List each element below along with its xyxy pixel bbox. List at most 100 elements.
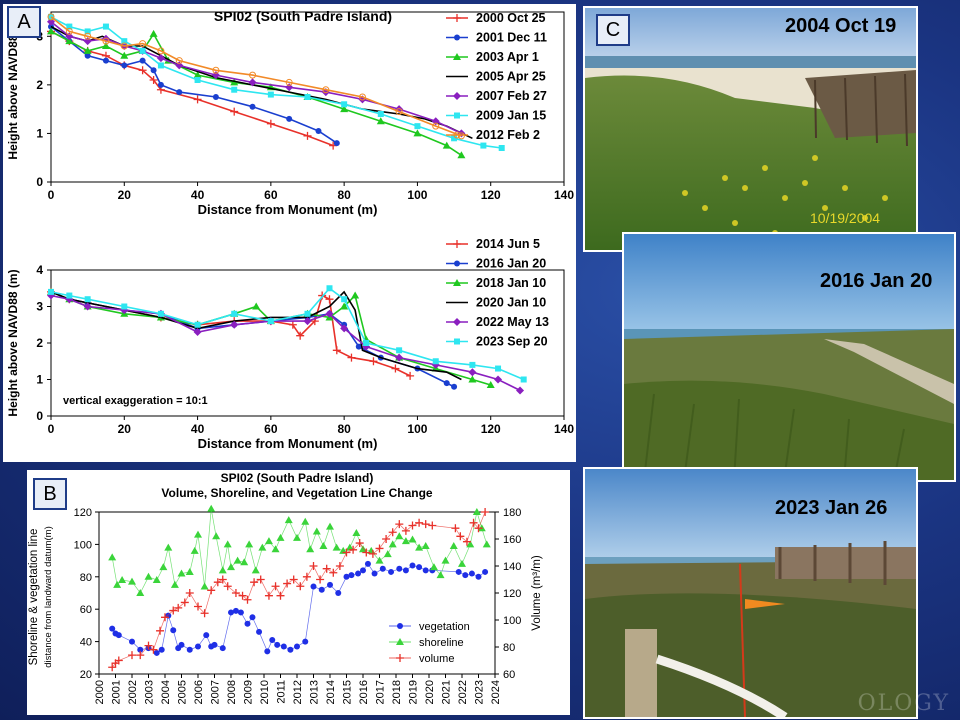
legend-label: 2009 Jan 15 [476,109,546,123]
y-axis-label2-b: distance from landward datum(m) [43,526,54,668]
x-tick-label-b: 2015 [342,680,354,704]
data-point [363,340,370,346]
y-tick-label-1: 1 [36,373,43,387]
data-point [212,94,219,100]
volume-point [114,656,123,665]
panel-a-charts: 0204060801001201400123Distance from Monu… [6,8,574,451]
data-point [341,101,348,108]
volume-point [408,521,417,530]
vegetation-point [355,570,362,577]
volume-point [264,591,273,600]
x-axis-label-1: Distance from Monument (m) [198,436,378,451]
data-point [296,331,305,340]
volume-point [395,520,404,529]
x-tick-label-1: 0 [48,422,55,436]
shoreline-point [164,543,173,551]
volume-point [481,508,490,516]
volume-point [302,572,311,581]
shoreline-point [408,535,417,543]
shoreline-point [449,542,458,550]
data-point [304,310,311,317]
x-tick-label-b: 2016 [358,680,370,704]
shoreline-point [227,563,235,571]
legend-label: 2012 Feb 2 [476,128,540,142]
vegetation-point [203,632,210,639]
vegetation-point [462,572,469,579]
shoreline-point [185,567,194,575]
y-right-tick-label-b: 120 [503,588,521,600]
series-line-2001-dec-11 [50,25,338,144]
data-point [395,353,404,362]
x-tick-label-0: 100 [407,188,427,202]
y-right-tick-label-b: 100 [503,615,521,627]
y-right-tick-label-b: 140 [503,561,521,573]
data-point [175,57,183,65]
x-tick-label-0: 120 [481,188,501,202]
volume-point [375,544,384,553]
data-point [231,86,238,93]
x-tick-label-b: 2020 [424,680,436,704]
data-point [121,62,128,69]
vegetation-point [287,646,294,653]
data-point [451,383,458,390]
x-tick-label-b: 2012 [292,680,304,704]
vegetation-point [294,643,300,650]
x-tick-label-b: 2004 [160,680,172,704]
volume-point [322,564,331,573]
legend-marker-b [396,638,404,645]
shoreline-point [395,532,404,540]
data-point [457,132,465,140]
data-point [414,123,421,130]
shoreline-point [144,572,153,580]
data-point [121,38,128,45]
data-point [149,29,158,37]
data-point [267,318,274,325]
series-line-2007-feb-27 [50,21,462,135]
data-point [332,346,341,355]
series-line-2016-jan-20 [50,291,455,388]
volume-point [469,518,478,527]
vegetation-point [170,627,177,634]
y-tick-label-b: 60 [80,604,92,616]
y-right-tick-label-b: 180 [503,507,521,519]
series-line-2014-jun-5 [50,291,411,377]
volume-point [316,575,325,584]
volume-point [194,602,202,611]
volume-point [451,524,460,533]
photo-2004-stamp: 10/19/2004 [810,210,881,226]
photo-2004 [583,6,918,252]
shoreline-point [271,545,280,553]
beach-dune-photo-2016 [624,234,954,480]
volume-point [243,595,252,604]
legend-marker [453,92,461,100]
shoreline-point [207,504,216,512]
data-point [395,108,403,116]
data-point [157,310,164,317]
panel-c-tag: C [596,14,630,46]
shoreline-point [388,540,397,548]
vegetation-point [482,568,489,575]
vegetation-point [416,564,423,571]
volume-point [200,609,209,618]
volume-point [342,548,351,557]
data-point [157,81,164,88]
data-point [139,57,146,64]
volume-point [238,591,247,600]
annotation-1: vertical exaggeration = 10:1 [63,395,208,407]
volume-point [335,562,344,570]
x-tick-label-b: 2007 [210,680,222,704]
shoreline-point [415,543,424,551]
x-tick-label-b: 2019 [408,680,420,704]
data-point [84,32,92,40]
data-point [267,91,274,98]
shoreline-point [233,556,242,564]
vegetation-point [109,625,116,632]
data-point [333,140,340,147]
shoreline-point [375,556,384,564]
vegetation-point [409,562,416,569]
x-tick-label-0: 0 [48,188,55,202]
shoreline-point [113,580,122,588]
chart-title-0: SPI02 (South Padre Island) [214,8,392,24]
x-tick-label-b: 2008 [226,680,238,704]
legend-marker-b [396,654,404,662]
